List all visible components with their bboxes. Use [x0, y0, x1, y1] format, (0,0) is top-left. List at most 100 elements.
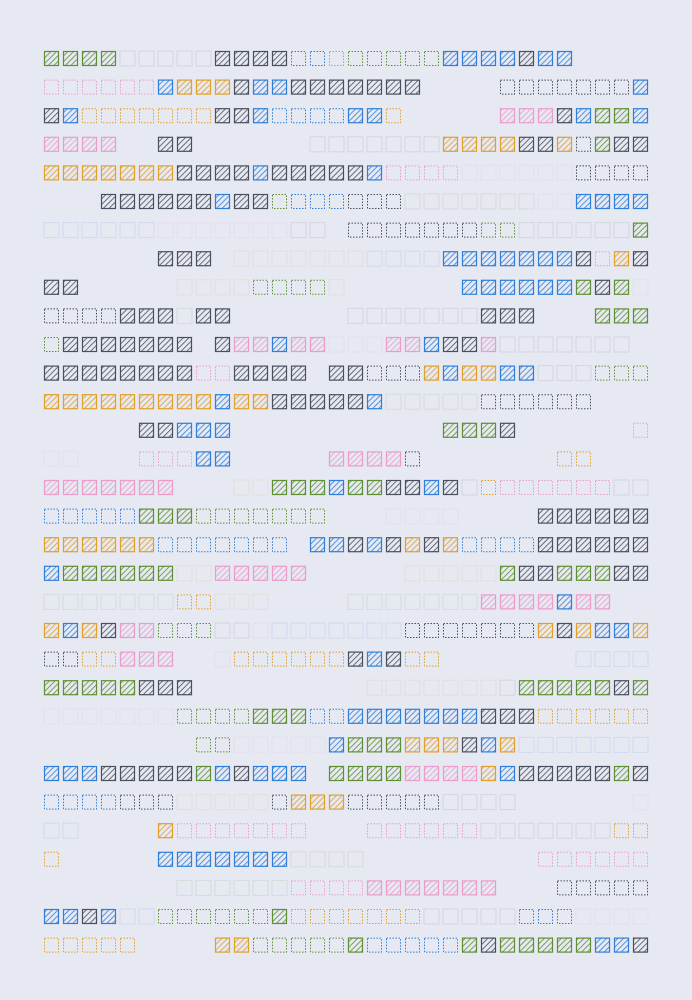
- dotted-tile: [139, 451, 154, 467]
- hatched-tile: [480, 365, 497, 381]
- hatched-tile: [480, 937, 497, 953]
- dotted-tile: [348, 222, 363, 238]
- faint-tile: [461, 479, 478, 496]
- dotted-tile: [310, 909, 325, 924]
- faint-tile: [271, 879, 288, 896]
- dotted-tile: [234, 823, 249, 839]
- hatched-tile: [176, 765, 193, 782]
- dotted-tile: [82, 308, 97, 324]
- hatched-tile: [195, 851, 212, 867]
- hatched-tile: [309, 537, 326, 553]
- hatched-tile: [632, 193, 649, 210]
- dotted-tile: [272, 194, 287, 209]
- dotted-tile: [348, 880, 363, 896]
- dotted-tile: [177, 108, 192, 124]
- faint-tile: [233, 622, 250, 639]
- dotted-tile: [348, 794, 363, 810]
- hatched-tile: [594, 136, 611, 152]
- faint-tile: [176, 794, 193, 811]
- dotted-tile: [500, 79, 515, 95]
- hatched-tile: [157, 165, 174, 181]
- hatched-tile: [613, 622, 630, 639]
- hatched-tile: [62, 394, 79, 410]
- faint-tile: [499, 193, 516, 210]
- hatched-tile: [632, 565, 649, 581]
- faint-tile: [385, 250, 402, 267]
- hatched-tile: [632, 79, 649, 95]
- faint-tile: [499, 336, 516, 353]
- faint-tile: [632, 651, 649, 668]
- hatched-tile: [271, 708, 288, 724]
- faint-tile: [81, 222, 98, 239]
- dotted-tile: [348, 194, 363, 209]
- faint-tile: [366, 336, 383, 353]
- hatched-tile: [366, 765, 383, 782]
- hatched-tile: [328, 79, 345, 95]
- faint-tile: [309, 736, 326, 753]
- dotted-tile: [63, 508, 78, 524]
- dotted-tile: [367, 222, 382, 238]
- faint-tile: [404, 193, 421, 210]
- hatched-tile: [271, 365, 288, 381]
- hatched-tile: [271, 165, 288, 181]
- faint-tile: [556, 164, 573, 181]
- faint-tile: [81, 708, 98, 725]
- faint-tile: [442, 593, 459, 610]
- hatched-tile: [575, 680, 592, 696]
- faint-tile: [537, 336, 554, 353]
- dotted-tile: [158, 451, 173, 467]
- dotted-tile: [44, 337, 59, 352]
- dotted-tile: [614, 851, 629, 867]
- hatched-tile: [233, 565, 250, 581]
- faint-tile: [575, 651, 592, 668]
- hatched-tile: [366, 108, 383, 124]
- dotted-tile: [595, 708, 610, 724]
- faint-tile: [176, 307, 193, 324]
- dotted-tile: [82, 508, 97, 524]
- faint-tile: [233, 879, 250, 896]
- dotted-tile: [196, 537, 211, 553]
- hatched-tile: [43, 908, 60, 925]
- hatched-tile: [442, 708, 459, 724]
- faint-tile: [537, 222, 554, 239]
- dotted-tile: [329, 909, 344, 924]
- dotted-tile: [44, 794, 59, 810]
- hatched-tile: [252, 79, 269, 95]
- hatched-tile: [423, 479, 440, 496]
- hatched-tile: [480, 308, 497, 324]
- faint-tile: [594, 736, 611, 753]
- hatched-tile: [157, 394, 174, 410]
- faint-tile: [461, 565, 478, 582]
- hatched-tile: [442, 365, 459, 381]
- hatched-tile: [594, 279, 611, 295]
- dotted-tile: [44, 851, 59, 867]
- hatched-tile: [575, 508, 592, 524]
- hatched-tile: [176, 365, 193, 381]
- dotted-tile: [329, 194, 344, 209]
- faint-tile: [176, 565, 193, 582]
- hatched-tile: [347, 108, 364, 124]
- hatched-tile: [632, 222, 649, 238]
- dotted-tile: [633, 708, 648, 724]
- hatched-tile: [518, 708, 535, 724]
- faint-tile: [290, 622, 307, 639]
- dotted-tile: [633, 851, 648, 867]
- hatched-tile: [347, 365, 364, 381]
- faint-tile: [632, 908, 649, 925]
- hatched-tile: [518, 108, 535, 124]
- hatched-tile: [556, 537, 573, 553]
- hatched-tile: [480, 765, 497, 782]
- faint-tile: [119, 708, 136, 725]
- dotted-tile: [595, 851, 610, 867]
- faint-tile: [328, 851, 345, 868]
- hatched-tile: [62, 479, 79, 496]
- faint-tile: [499, 794, 516, 811]
- hatched-tile: [100, 193, 117, 210]
- faint-tile: [575, 222, 592, 239]
- faint-tile: [613, 908, 630, 925]
- hatched-tile: [404, 479, 421, 496]
- hatched-tile: [157, 851, 174, 867]
- faint-tile: [62, 822, 79, 839]
- faint-tile: [309, 250, 326, 267]
